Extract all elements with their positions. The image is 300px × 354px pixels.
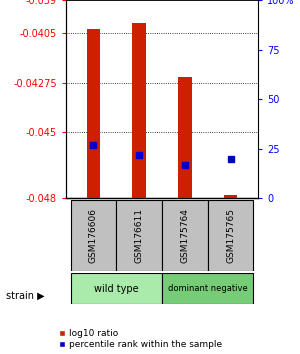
Text: GSM176606: GSM176606 bbox=[89, 208, 98, 263]
Text: strain ▶: strain ▶ bbox=[6, 291, 45, 301]
Bar bbox=[162, 273, 254, 304]
Text: GSM175765: GSM175765 bbox=[226, 208, 235, 263]
Bar bbox=[132, 23, 146, 198]
Bar bbox=[70, 273, 162, 304]
Bar bbox=[178, 77, 192, 198]
Bar bbox=[116, 200, 162, 271]
Bar bbox=[224, 195, 237, 198]
Legend: log10 ratio, percentile rank within the sample: log10 ratio, percentile rank within the … bbox=[58, 329, 223, 349]
Text: wild type: wild type bbox=[94, 284, 139, 293]
Bar bbox=[87, 29, 100, 198]
Bar bbox=[208, 200, 254, 271]
Text: GSM176611: GSM176611 bbox=[135, 208, 144, 263]
Text: dominant negative: dominant negative bbox=[168, 284, 248, 293]
Bar bbox=[70, 200, 116, 271]
Bar bbox=[162, 200, 208, 271]
Text: GSM175764: GSM175764 bbox=[180, 208, 189, 263]
